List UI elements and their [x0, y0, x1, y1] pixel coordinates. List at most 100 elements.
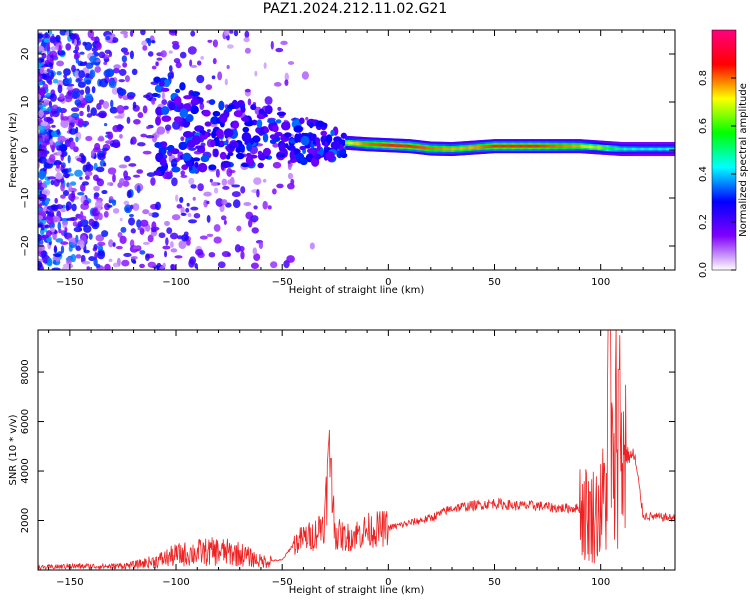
signal-blob	[213, 148, 219, 158]
noise-blob	[226, 44, 234, 49]
signal-blob	[320, 130, 328, 137]
noise-blob	[47, 106, 52, 112]
ridge-cell	[527, 144, 530, 148]
noise-blob	[83, 123, 87, 128]
noise-blob	[75, 78, 81, 83]
ridge-cell	[576, 144, 579, 148]
noise-blob	[112, 173, 116, 183]
ridge-cell	[540, 144, 543, 148]
ridge-cell	[532, 144, 534, 148]
noise-blob	[290, 178, 295, 185]
ridge-cell	[446, 147, 448, 151]
ridge-cell	[572, 144, 575, 148]
noise-blob	[102, 101, 110, 109]
ridge-cell	[349, 141, 352, 145]
ridge-cell	[663, 147, 666, 151]
noise-blob	[85, 79, 92, 85]
ridge-cell	[490, 144, 493, 148]
signal-blob	[161, 115, 172, 122]
ridge-cell	[434, 147, 437, 151]
noise-blob	[52, 259, 57, 265]
noise-blob	[148, 212, 153, 217]
noise-blob	[123, 32, 128, 39]
signal-blob	[241, 116, 250, 122]
noise-blob	[130, 204, 134, 210]
signal-blob	[159, 141, 168, 148]
noise-blob	[174, 255, 183, 259]
noise-blob	[180, 170, 186, 176]
ridge-cell	[416, 145, 419, 149]
noise-blob	[89, 55, 97, 63]
noise-blob	[170, 248, 178, 253]
noise-blob	[172, 120, 181, 130]
noise-blob	[140, 133, 147, 138]
signal-blob	[233, 110, 243, 118]
ridge-cell	[651, 147, 653, 151]
noise-blob	[223, 30, 230, 37]
noise-blob	[277, 106, 282, 111]
noise-blob	[77, 81, 86, 88]
ridge-cell	[545, 144, 548, 148]
ridge-cell	[429, 147, 431, 150]
ridge-cell	[383, 143, 386, 147]
signal-blob	[325, 134, 333, 144]
ridge-cell	[448, 147, 451, 151]
noise-blob	[146, 172, 156, 177]
ridge-cell	[566, 144, 568, 148]
noise-blob	[180, 212, 187, 216]
ridge-cell	[362, 142, 365, 146]
ridge-cell	[520, 144, 523, 148]
noise-blob	[211, 75, 216, 80]
snr-ytick-label: 4000	[20, 458, 31, 483]
ridge-cell	[528, 144, 531, 148]
ridge-cell	[414, 145, 417, 149]
signal-blob	[204, 121, 212, 127]
ridge-cell	[355, 142, 358, 145]
spectrogram-xtick-label: 100	[591, 277, 610, 288]
ridge-cell	[501, 144, 504, 148]
noise-blob	[79, 110, 84, 117]
ridge-cell	[477, 145, 480, 149]
ridge-cell	[376, 143, 378, 147]
snr-ytick-label: 8000	[20, 359, 31, 384]
noise-blob	[240, 250, 245, 260]
noise-blob	[272, 188, 277, 195]
noise-blob	[79, 176, 83, 180]
ridge-cell	[635, 147, 637, 151]
noise-blob	[77, 221, 82, 227]
noise-blob	[57, 84, 63, 94]
noise-blob	[276, 183, 284, 189]
noise-blob	[45, 210, 49, 215]
noise-blob	[244, 47, 251, 54]
noise-blob	[195, 248, 204, 256]
signal-blob	[192, 157, 201, 162]
ridge-cell	[644, 147, 647, 151]
noise-blob	[301, 71, 309, 80]
ridge-cell	[622, 147, 625, 151]
noise-blob	[229, 30, 234, 34]
ridge-cell	[531, 144, 533, 148]
ridge-cell	[662, 147, 665, 151]
noise-blob	[109, 69, 115, 77]
noise-blob	[83, 199, 90, 206]
ridge-cell	[403, 144, 406, 148]
noise-blob	[68, 91, 73, 96]
noise-blob	[52, 217, 58, 223]
ridge-cell	[424, 146, 427, 150]
noise-blob	[80, 183, 86, 192]
noise-blob	[137, 227, 143, 231]
noise-blob	[42, 166, 48, 172]
noise-blob	[81, 181, 90, 186]
noise-blob	[88, 256, 96, 262]
noise-blob	[224, 78, 228, 86]
ridge-cell	[605, 146, 608, 150]
noise-blob	[142, 150, 152, 155]
ridge-cell	[361, 142, 364, 146]
signal-blob	[330, 141, 341, 150]
signal-blob	[289, 150, 295, 160]
noise-blob	[38, 38, 42, 42]
signal-blob	[185, 114, 194, 123]
signal-blob	[324, 140, 329, 149]
noise-blob	[258, 241, 264, 249]
ridge-cell	[407, 144, 410, 148]
